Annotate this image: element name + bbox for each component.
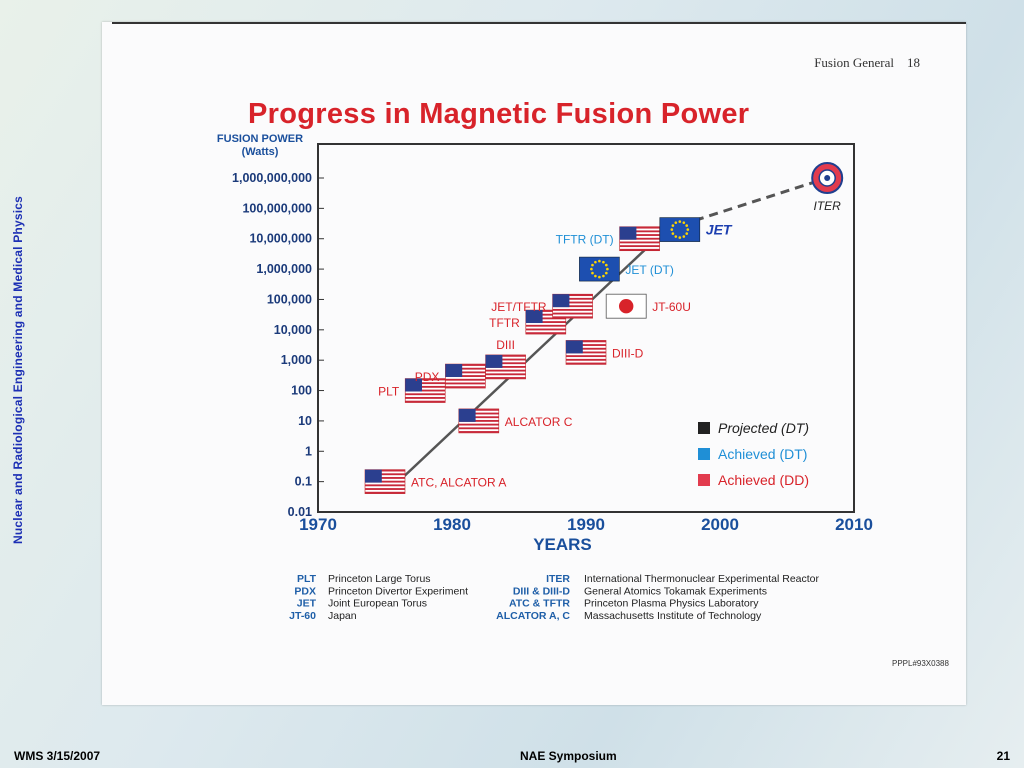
flag-alcator-c xyxy=(458,408,500,434)
y-tick-label: 10,000 xyxy=(274,323,312,337)
flag-jet-dt- xyxy=(579,256,620,282)
abbrev-right-desc: International Thermonuclear Experimental… xyxy=(584,573,820,585)
figure-credit: PPPL#93X0388 xyxy=(892,659,949,668)
plot-frame xyxy=(317,143,855,513)
legend-label: Achieved (DD) xyxy=(718,472,809,488)
abbrev-right-key: DIII & DIII-D xyxy=(513,585,571,597)
flag-jet-tftr xyxy=(552,293,593,319)
abbrev-left-key: JET xyxy=(297,598,317,610)
x-tick-label: 2000 xyxy=(701,515,739,534)
point-label-jet: JET xyxy=(706,222,733,238)
legend-label: Projected (DT) xyxy=(718,420,809,436)
point-label-iter: ITER xyxy=(814,199,842,213)
flag-jet xyxy=(659,217,701,242)
projection-dashed-line xyxy=(665,176,828,232)
point-label-atc-alcator-a: ATC, ALCATOR A xyxy=(411,476,506,490)
footer-left: WMS 3/15/2007 xyxy=(14,749,101,763)
legend-swatch xyxy=(698,474,710,486)
point-label-alcator-c: ALCATOR C xyxy=(505,415,573,429)
footer-center: NAE Symposium xyxy=(520,749,617,763)
figure-header: Fusion General 18 xyxy=(814,55,920,71)
x-tick-label: 2010 xyxy=(835,515,873,534)
legend-swatch xyxy=(698,422,710,434)
scan-top-border xyxy=(112,22,966,24)
slide-footer: WMS 3/15/2007 NAE Symposium 21 xyxy=(0,742,1024,768)
flag-atc-alcator-a xyxy=(364,469,406,494)
abbrev-left-key: JT-60 xyxy=(289,610,316,622)
y-tick-label: 1,000,000,000 xyxy=(232,171,312,185)
legend-swatch xyxy=(698,448,710,460)
flag-diii-d xyxy=(565,340,607,365)
y-tick-label: 100,000,000 xyxy=(242,201,312,215)
y-tick-label: 1,000,000 xyxy=(256,262,312,276)
x-tick-label: 1980 xyxy=(433,515,471,534)
flag-jt-60u xyxy=(605,293,647,319)
fusion-power-chart: FUSION POWER(Watts) 0.01 0.1 1 10 100 1,000 10,… xyxy=(217,133,873,622)
y-tick-label: 10 xyxy=(298,414,312,428)
y-tick-label: 100,000 xyxy=(267,292,312,306)
y-tick-label: 0.1 xyxy=(295,475,312,489)
abbrev-right-key: ALCATOR A, C xyxy=(496,610,570,622)
point-label-jet-dt-: JET (DT) xyxy=(625,263,673,277)
abbrev-left-key: PLT xyxy=(297,573,317,585)
point-label-pdx: PDX xyxy=(415,370,440,384)
point-label-diii-d: DIII-D xyxy=(612,346,644,360)
y-tick-label: 0.01 xyxy=(288,505,312,519)
point-label-tftr: TFTR xyxy=(489,316,520,330)
abbrev-left-desc: Joint European Torus xyxy=(328,598,427,610)
flag-plt xyxy=(404,378,446,403)
figure-page: 18 xyxy=(907,55,920,70)
flag-pdx xyxy=(445,363,486,389)
legend-label: Achieved (DT) xyxy=(718,446,807,462)
point-label-diii: DIII xyxy=(496,338,515,352)
point-label-tftr-dt-: TFTR (DT) xyxy=(556,233,614,247)
abbrev-right-desc: Massachusetts Institute of Technology xyxy=(584,610,762,622)
y-tick-label: 100 xyxy=(291,384,312,398)
abbrev-right-desc: Princeton Plasma Physics Laboratory xyxy=(584,598,759,610)
x-tick-label: 1990 xyxy=(567,515,605,534)
point-label-jt-60u: JT-60U xyxy=(652,300,691,314)
footer-page-number: 21 xyxy=(996,749,1010,763)
y-axis-title: FUSION POWER xyxy=(217,133,303,145)
point-label-jet-tftr: JET/TFTR xyxy=(491,300,547,314)
flag-diii xyxy=(485,354,526,380)
y-tick-label: 10,000,000 xyxy=(249,232,312,246)
point-label-plt: PLT xyxy=(378,385,400,399)
scanned-figure: Fusion General 18 Progress in Magnetic F… xyxy=(102,22,966,705)
y-tick-label: 1 xyxy=(305,444,312,458)
flag-tftr-dt- xyxy=(619,226,660,252)
x-tick-label: 1970 xyxy=(299,515,337,534)
y-axis-title-unit: (Watts) xyxy=(242,146,279,158)
abbrev-left-desc: Japan xyxy=(328,610,357,622)
abbrev-right-key: ATC & TFTR xyxy=(509,598,570,610)
abbrev-right-key: ITER xyxy=(546,573,570,585)
sidebar-vertical-text: Nuclear and Radiological Engineering and… xyxy=(11,196,25,544)
abbrev-left-desc: Princeton Divertor Experiment xyxy=(328,585,468,597)
y-tick-label: 1,000 xyxy=(281,353,312,367)
chart-title: Progress in Magnetic Fusion Power xyxy=(248,98,750,130)
abbrev-left-desc: Princeton Large Torus xyxy=(328,573,431,585)
x-axis-title: YEARS xyxy=(533,535,592,554)
achieved-trend-line xyxy=(397,228,668,483)
abbrev-right-desc: General Atomics Tokamak Experiments xyxy=(584,585,767,597)
flag-iter xyxy=(811,162,844,194)
figure-section: Fusion General xyxy=(814,55,894,70)
abbrev-left-key: PDX xyxy=(294,585,316,597)
